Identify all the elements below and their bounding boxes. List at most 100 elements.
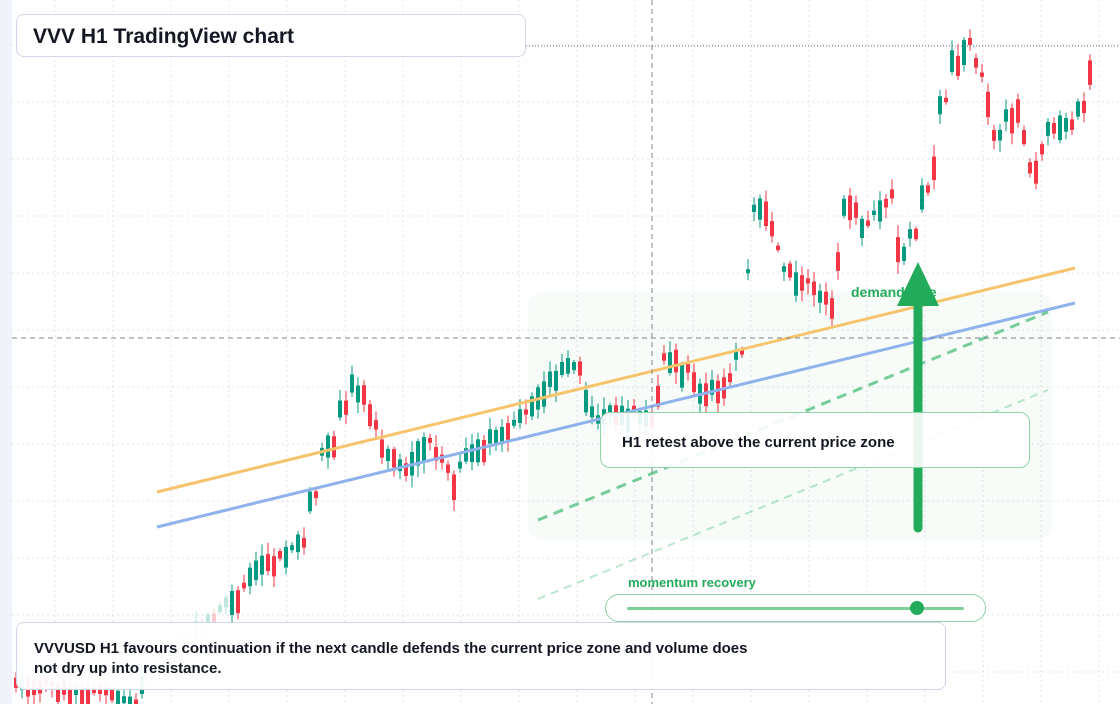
candle [962,37,966,72]
candle-body [974,57,978,68]
candle-body [1004,109,1008,122]
candle [932,145,936,190]
candle-body [380,439,384,458]
candle-body [680,364,684,388]
candle-body [962,40,966,65]
candle [746,259,750,281]
candle-body [212,613,216,623]
candle-body [428,437,432,443]
candle [812,272,816,307]
candle [908,221,912,247]
candle-body [1046,121,1050,136]
candle [806,269,810,295]
candle [986,83,990,125]
candle-body [854,202,858,218]
candle-body [662,353,666,361]
candle [854,195,858,225]
candle-body [248,567,252,587]
candle [548,361,552,398]
candle-body [314,491,318,499]
left-edge-bar [0,0,12,704]
candle [470,434,474,471]
candle [818,283,822,314]
candle [416,438,420,478]
candle-body [686,364,690,373]
candle-body [470,444,474,463]
candle-body [338,400,342,418]
candle [332,430,336,461]
candle [248,562,252,595]
candle [368,399,372,430]
candle [362,380,366,412]
candle [1028,158,1032,178]
candle-body [998,129,1002,141]
candle [230,584,234,623]
candle [974,53,978,75]
candle-body [434,447,438,461]
retest-callout: H1 retest above the current price zone [600,412,1030,468]
candle [1088,54,1092,91]
candle-body [548,371,552,387]
candle-body [566,358,570,374]
candle [236,586,240,620]
candle-body [116,690,120,704]
candle [290,542,294,554]
candle [998,123,1002,153]
candle-body [284,546,288,568]
candle-body [872,210,876,215]
candle [668,341,672,376]
candle [716,374,720,415]
candle-body [356,385,360,403]
candle [1034,152,1038,190]
candle [1016,93,1020,128]
candle [866,210,870,229]
candle [278,548,282,562]
candle-body [818,290,822,303]
candle-body [986,91,990,118]
candle-body [1028,162,1032,174]
candle [878,191,882,230]
candle [434,435,438,470]
candle-body [836,252,840,271]
candle [1070,111,1074,135]
candle [1064,112,1068,140]
candle [500,419,504,453]
candle [728,363,732,387]
candle-body [758,198,762,220]
candle-body [926,185,930,193]
candle-body [542,381,546,407]
candle-body [278,551,282,559]
candle-body [932,156,936,181]
candle [572,359,576,374]
candle [314,487,318,506]
candle-body [266,554,270,572]
candle-body [704,383,708,407]
candle [674,343,678,384]
candle [770,211,774,243]
candle-body [458,461,462,469]
candle [884,194,888,219]
candle-body [476,439,480,463]
candle-body [656,385,660,407]
candle-body [86,686,90,704]
candle-body [788,263,792,278]
candle [836,242,840,280]
candle [914,226,918,242]
candle-body [128,696,132,704]
candle-body [1052,123,1056,134]
candle [872,200,876,221]
candle [260,544,264,587]
momentum-knob[interactable] [909,601,924,615]
candle [1052,117,1056,140]
candle-body [878,200,882,222]
candle [800,266,804,302]
candle [686,355,690,381]
candle [422,432,426,474]
candle [1004,99,1008,132]
candle-body [740,349,744,355]
candle [848,187,852,230]
candle [710,370,714,402]
candle-body [782,266,786,272]
candle [380,429,384,465]
candle [356,377,360,414]
